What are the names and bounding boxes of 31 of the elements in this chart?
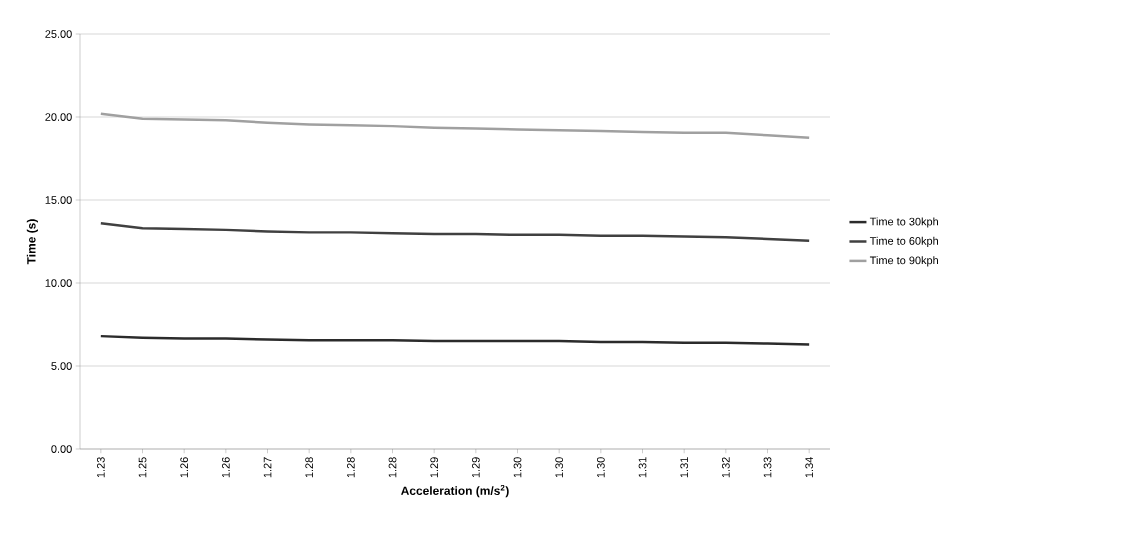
x-tick-label: 1.30 <box>555 457 564 478</box>
y-tick-label: 0.00 <box>51 445 72 453</box>
line-series <box>99 112 811 139</box>
x-tick-label: 1.30 <box>596 457 605 478</box>
x-tick-label: 1.31 <box>680 457 689 478</box>
x-tick-label: 1.28 <box>346 457 355 478</box>
x-tick-label: 1.28 <box>388 457 397 478</box>
x-tick-label: 1.31 <box>638 457 647 478</box>
x-tick-label: 1.29 <box>430 457 439 478</box>
x-tick-label: 1.34 <box>805 457 814 478</box>
line-series <box>99 221 811 242</box>
legend-label: Time to 60kph <box>869 236 938 247</box>
x-tick-label: 1.32 <box>721 457 730 478</box>
x-tick-label: 1.33 <box>763 457 772 478</box>
x-tick-label: 1.26 <box>180 457 189 478</box>
x-tick-label: 1.25 <box>138 457 147 478</box>
y-tick-label: 20.00 <box>45 113 72 121</box>
x-tick-label: 1.30 <box>513 457 522 478</box>
legend-label: Time to 90kph <box>869 256 938 267</box>
x-tick-label: 1.28 <box>305 457 314 478</box>
legend-label: Time to 30kph <box>869 217 938 228</box>
y-tick-label: 10.00 <box>45 279 72 287</box>
x-tick-label: 1.23 <box>96 457 105 478</box>
y-tick-label: 25.00 <box>45 30 72 38</box>
y-tick-label: 5.00 <box>51 362 72 370</box>
y-tick-label: 15.00 <box>45 196 72 204</box>
x-tick-label: 1.27 <box>263 457 272 478</box>
y-axis-title: Time (s) <box>26 219 38 265</box>
x-tick-label: 1.26 <box>221 457 230 478</box>
x-tick-label: 1.29 <box>471 457 480 478</box>
x-axis-title: Acceleration (m/s$^{2}$) <box>401 484 509 498</box>
